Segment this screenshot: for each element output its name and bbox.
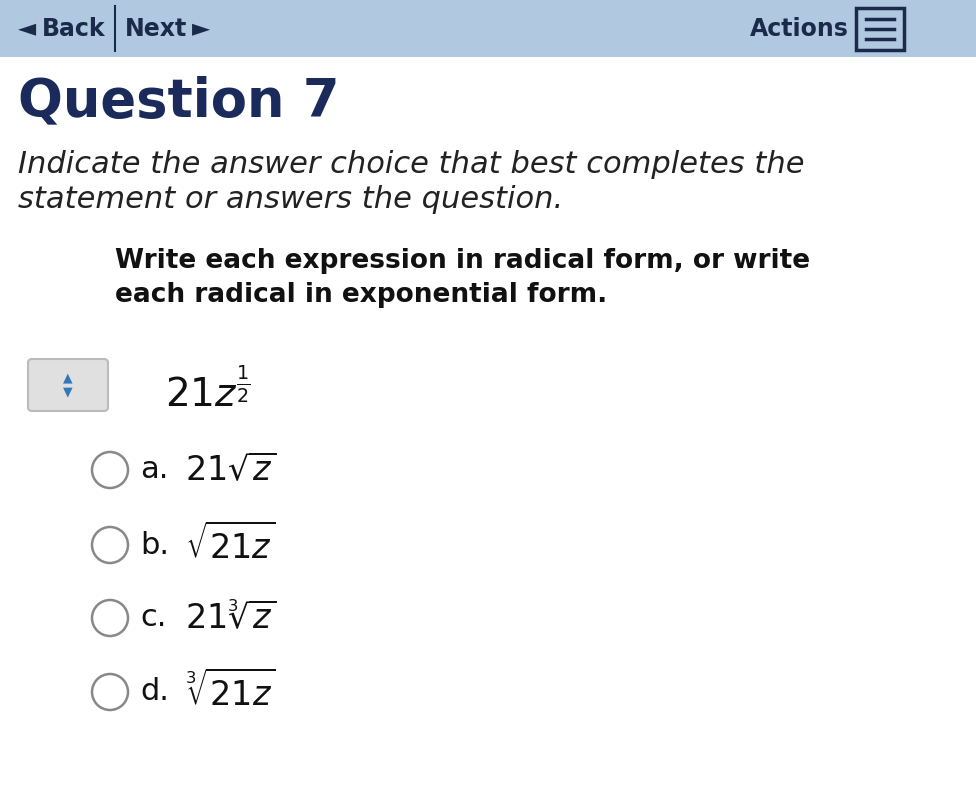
Text: $\sqrt{21z}$: $\sqrt{21z}$ [185,524,275,566]
Text: Back: Back [42,17,105,40]
Text: d.: d. [140,678,169,706]
FancyBboxPatch shape [28,359,108,411]
Text: statement or answers the question.: statement or answers the question. [18,185,563,214]
Text: Indicate the answer choice that best completes the: Indicate the answer choice that best com… [18,150,804,179]
Circle shape [92,674,128,710]
Text: ▲: ▲ [63,372,73,384]
Text: Next: Next [125,17,187,40]
Text: c.: c. [140,604,166,633]
Circle shape [92,600,128,636]
Text: ►: ► [192,17,210,40]
Text: each radical in exponential form.: each radical in exponential form. [115,282,607,308]
Text: $21\sqrt{z}$: $21\sqrt{z}$ [185,453,276,487]
FancyBboxPatch shape [0,0,976,57]
Circle shape [92,452,128,488]
Text: Write each expression in radical form, or write: Write each expression in radical form, o… [115,248,810,274]
Text: b.: b. [140,531,169,559]
Text: ▼: ▼ [63,385,73,399]
Text: Question 7: Question 7 [18,75,340,127]
FancyBboxPatch shape [856,7,904,50]
Text: a.: a. [140,456,169,485]
Text: Actions: Actions [750,17,849,40]
Text: $21z^{\frac{1}{2}}$: $21z^{\frac{1}{2}}$ [165,370,251,415]
Text: $\sqrt[3]{21z}$: $\sqrt[3]{21z}$ [185,671,276,713]
Circle shape [92,527,128,563]
Text: $21\sqrt[3]{z}$: $21\sqrt[3]{z}$ [185,601,276,635]
Text: ◄: ◄ [18,17,36,40]
